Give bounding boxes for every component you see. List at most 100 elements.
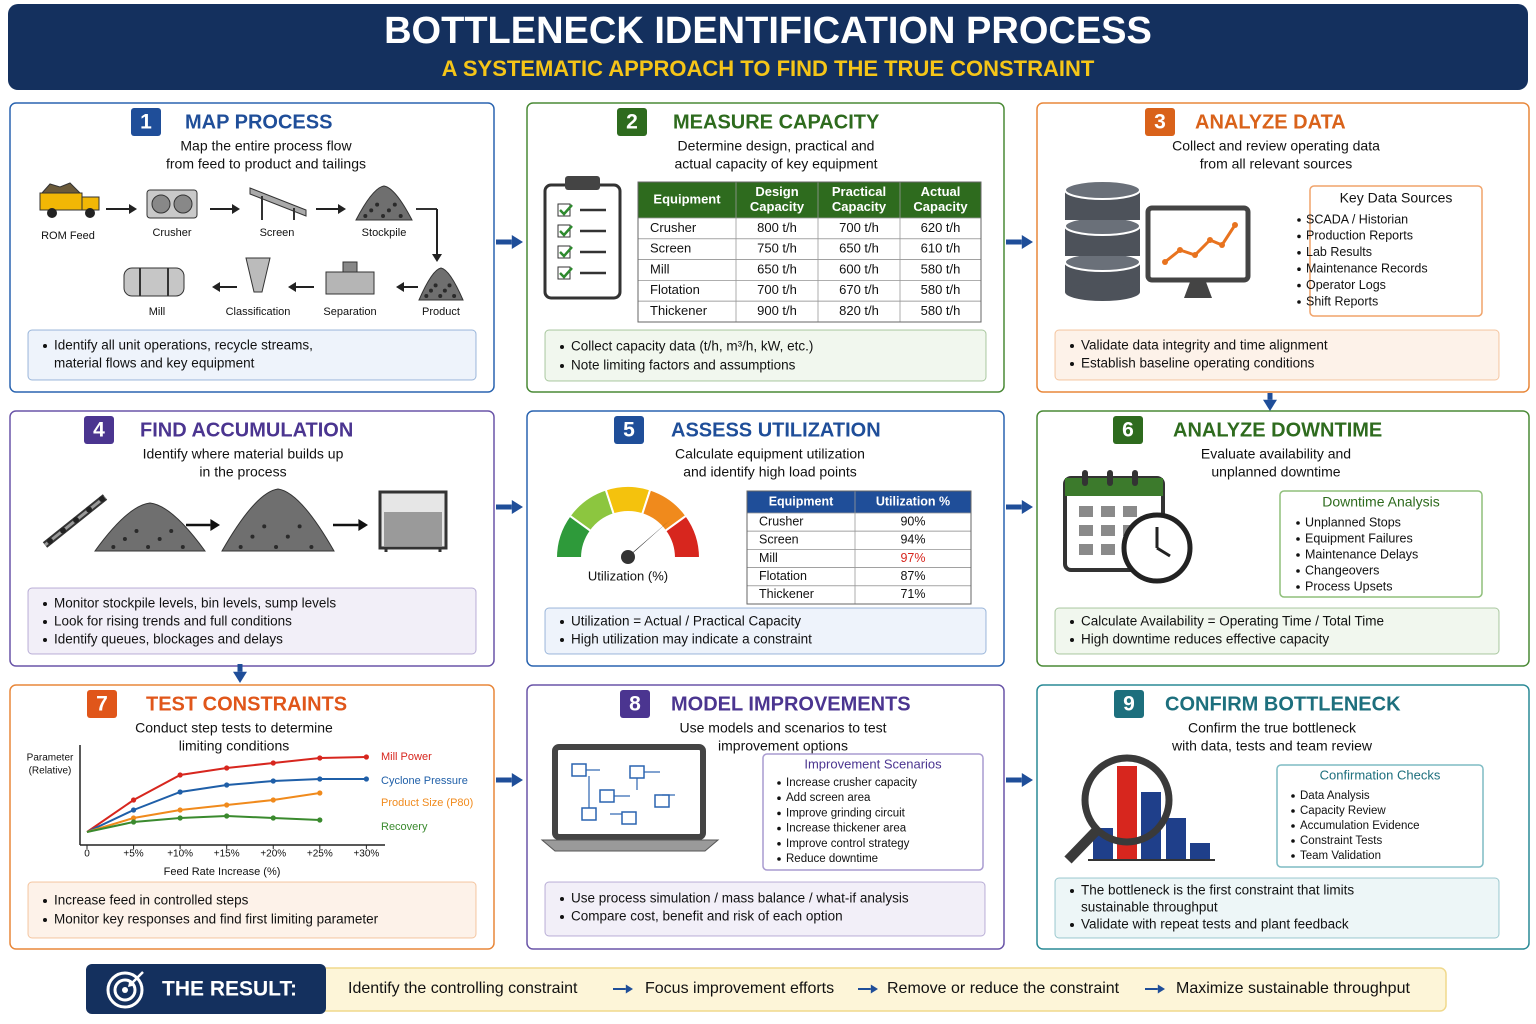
subtitle: A SYSTEMATIC APPROACH TO FIND THE TRUE C…	[442, 56, 1095, 81]
table-cell: 700 t/h	[757, 282, 797, 297]
bullet-box	[27, 329, 477, 381]
table-cell: Crusher	[759, 514, 803, 528]
step-number: 8	[629, 693, 641, 716]
table-border	[637, 181, 982, 323]
x-tick-label: +5%	[123, 849, 143, 860]
item-dot	[1291, 839, 1295, 843]
rock	[447, 283, 452, 288]
series-marker	[363, 776, 369, 782]
bullet-text: Collect capacity data (t/h, m³/h, kW, et…	[571, 339, 813, 354]
info-box-item: Unplanned Stops	[1305, 515, 1401, 529]
arrow-head	[511, 235, 523, 249]
check-mark	[559, 267, 573, 279]
table-cell: 750 t/h	[757, 241, 797, 256]
rock	[111, 545, 116, 549]
rock	[262, 524, 267, 529]
step-badge	[84, 416, 114, 444]
step-number: 4	[93, 419, 105, 442]
bullet-box	[544, 881, 986, 937]
check-mark	[559, 204, 573, 216]
y-axis-label: Parameter	[27, 753, 74, 764]
x-tick-label: +10%	[167, 849, 193, 860]
rock	[398, 214, 403, 218]
calendar-day	[1101, 525, 1115, 536]
bullet-dot	[1070, 923, 1074, 927]
bullet-text: Use process simulation / mass balance / …	[571, 891, 909, 906]
item-dot	[1291, 809, 1295, 813]
title: BOTTLENECK IDENTIFICATION PROCESS	[384, 10, 1152, 52]
series-marker	[130, 797, 137, 803]
series-marker	[317, 790, 323, 796]
info-box	[1276, 764, 1484, 868]
step-number: 7	[96, 693, 108, 716]
item-dot	[1297, 267, 1301, 272]
bullet-dot	[43, 344, 47, 348]
rock	[309, 545, 314, 549]
table-header-cell: Practical	[832, 184, 886, 199]
info-box-item: Data Analysis	[1300, 790, 1370, 802]
flow-label: Separation	[323, 306, 376, 318]
panel-title: ANALYZE DOWNTIME	[1173, 419, 1382, 441]
item-dot	[1296, 553, 1300, 557]
series-marker	[270, 760, 276, 766]
table-cell: Mill	[759, 551, 778, 565]
series-marker	[317, 755, 323, 761]
y-axis-label: (Relative)	[29, 766, 72, 777]
check-box	[557, 245, 571, 259]
info-box	[762, 753, 984, 871]
panel-title: MODEL IMPROVEMENTS	[671, 693, 911, 715]
step-badge	[617, 108, 647, 136]
gear	[173, 194, 193, 214]
panel-description: Map the entire process flow	[180, 138, 352, 154]
rock	[438, 294, 443, 298]
legend-label: Recovery	[381, 821, 428, 833]
bullet-text: sustainable throughput	[1081, 900, 1218, 915]
monitor-stand	[1184, 282, 1212, 298]
bullet-text: High downtime reduces effective capacity	[1081, 632, 1329, 647]
bullet-dot	[560, 364, 564, 368]
bar-icon	[1166, 818, 1186, 860]
table-cell: 900 t/h	[757, 303, 797, 318]
series-line	[86, 792, 320, 833]
table-header	[638, 182, 981, 218]
step-badge	[1113, 416, 1143, 444]
table-border	[746, 490, 972, 605]
check-box	[557, 266, 571, 280]
series-marker	[130, 807, 137, 813]
table-cell: 94%	[900, 533, 925, 547]
bullet-box	[27, 587, 477, 655]
item-dot	[1297, 218, 1301, 222]
flow-label: Mill	[149, 306, 166, 318]
bullet-text: Validate with repeat tests and plant fee…	[1081, 917, 1349, 932]
panel	[1036, 102, 1530, 393]
info-box	[1309, 185, 1483, 317]
bullet-text: Increase feed in controlled steps	[54, 893, 249, 908]
bullet-box	[544, 329, 987, 382]
bullet-text: Monitor key responses and find first lim…	[54, 912, 379, 927]
series-line	[86, 814, 320, 833]
step-number: 2	[626, 111, 638, 134]
laptop-base	[540, 839, 720, 852]
table-header-cell: Equipment	[653, 191, 721, 206]
flow-label: Screen	[260, 227, 295, 239]
panel-description: Determine design, practical and	[678, 138, 875, 154]
bullet-text: The bottleneck is the first constraint t…	[1081, 883, 1354, 898]
info-box-item: Operator Logs	[1306, 278, 1386, 292]
info-box-item: Changeovers	[1305, 563, 1379, 577]
result-label: THE RESULT:	[162, 978, 297, 1001]
item-dot	[777, 857, 781, 861]
table-cell: 71%	[900, 587, 925, 601]
item-dot	[777, 826, 781, 831]
bullet-box	[544, 607, 987, 655]
clipboard-clip	[565, 176, 600, 190]
item-dot	[1296, 537, 1300, 541]
rock	[381, 214, 386, 218]
wheel	[47, 208, 57, 218]
item-dot	[1297, 283, 1301, 288]
table-header-cell: Utilization %	[876, 494, 950, 508]
rock	[285, 534, 290, 539]
arrow-head	[511, 500, 523, 514]
flow-label: Crusher	[152, 227, 191, 239]
series-marker	[177, 789, 183, 795]
panel-title: ASSESS UTILIZATION	[671, 419, 881, 441]
